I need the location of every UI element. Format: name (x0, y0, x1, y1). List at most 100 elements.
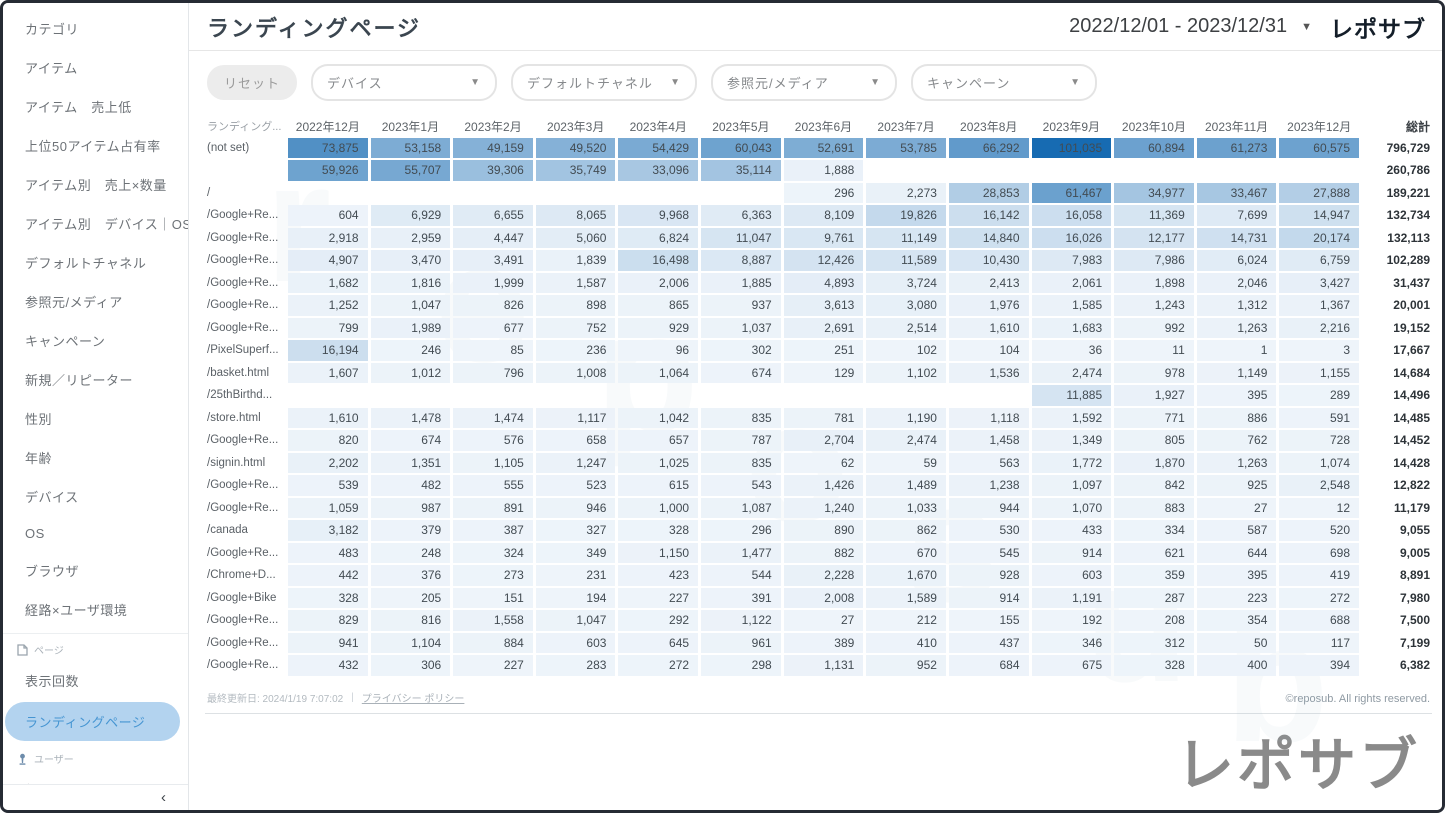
table-row: /Google+Re... 2,918 2,959 4,447 5,060 6,824 11… (205, 227, 1432, 248)
table-cell: 482 (370, 475, 451, 496)
sidebar-item[interactable]: 経路×ユーザ環境 (25, 603, 128, 618)
column-header-month[interactable]: 2023年5月 (712, 120, 770, 134)
table-row: /Google+Re... 483 248 324 349 1,150 1,477 882 67… (205, 542, 1432, 563)
table-cell: 3,491 (453, 250, 533, 271)
table-cell: 604 (288, 205, 368, 226)
table-cell: 3,613 (783, 295, 864, 316)
sidebar-collapse-button[interactable]: ‹ (3, 784, 188, 810)
column-header-month[interactable]: 2023年6月 (794, 120, 853, 134)
table-cell: 312 (1114, 632, 1194, 653)
sidebar-item[interactable]: アイテム別 売上×数量 (25, 178, 167, 193)
table-cell (701, 385, 781, 406)
row-label: /Google+Re... (207, 479, 279, 491)
table-cell: 8,109 (783, 205, 864, 226)
sidebar-nav-list: カテゴリアイテムアイテム 売上低上位50アイテム占有率 アイテム別 売上×数量アイ… (3, 3, 188, 784)
table-cell: 1,000 (618, 497, 699, 518)
sidebar-item[interactable]: 新規／リピーター (25, 373, 134, 388)
column-header-month[interactable]: 2023年1月 (381, 120, 440, 134)
table-cell: 944 (948, 497, 1029, 518)
sidebar-item[interactable]: OS (25, 526, 45, 541)
sidebar-item[interactable]: 年齢 (25, 451, 53, 466)
row-total: 14,485 (1393, 410, 1430, 425)
row-total: 260,786 (1386, 163, 1430, 177)
sidebar-item[interactable]: ブラウザ (25, 564, 80, 579)
sidebar-item[interactable]: アイテム別 デバイス｜OS... (25, 217, 188, 232)
table-cell: 379 (370, 520, 451, 541)
table-cell: 826 (453, 295, 533, 316)
filter-dropdown[interactable]: デフォルトチャネル ▼ (511, 64, 698, 101)
column-header-month[interactable]: 2023年10月 (1121, 120, 1186, 134)
table-cell: 117 (1279, 632, 1359, 653)
table-cell: 6,655 (453, 205, 533, 226)
table-cell: 389 (783, 632, 864, 653)
column-header-landing-page[interactable]: ランディング... (207, 121, 282, 133)
filter-dropdown[interactable]: デバイス ▼ (311, 64, 498, 101)
table-cell: 1,104 (370, 632, 451, 653)
table-cell: 530 (948, 520, 1029, 541)
column-header-month[interactable]: 2023年11月 (1204, 120, 1269, 134)
table-cell: 762 (1196, 430, 1277, 451)
table-cell (949, 160, 1029, 181)
privacy-policy-link[interactable]: プライバシー ポリシー (361, 693, 465, 705)
topbar-right: 2022/12/01 - 2023/12/31 ▼ レポサブ (1069, 10, 1426, 44)
table-cell: 1,247 (535, 452, 616, 473)
table-cell: 9,968 (618, 205, 699, 226)
table-cell: 36 (1031, 340, 1112, 361)
table-cell: 212 (866, 610, 946, 631)
column-header-month[interactable]: 2023年2月 (464, 120, 522, 134)
table-cell: 391 (701, 587, 781, 608)
table-cell: 39,306 (453, 160, 533, 181)
table-row: /Google+Re... 539 482 555 523 615 543 1,426 1,48… (205, 475, 1432, 496)
table-cell: 621 (1114, 542, 1194, 563)
table-cell: 28,853 (948, 182, 1029, 203)
filter-dropdown[interactable]: 参照元/メディア ▼ (711, 64, 898, 101)
brand-logo: レポサブ (1330, 15, 1426, 42)
column-header-month[interactable]: 2022年12月 (295, 120, 360, 134)
sidebar-item[interactable]: カテゴリ (25, 22, 80, 37)
sidebar-item[interactable]: キャンペーン (25, 334, 106, 349)
column-header-month[interactable]: 2023年3月 (546, 120, 605, 134)
table-cell: 49,159 (453, 137, 533, 158)
table-cell: 563 (948, 452, 1029, 473)
column-header-month[interactable]: 2023年8月 (960, 120, 1018, 134)
table-cell: 2,008 (783, 587, 864, 608)
sidebar-item-selected[interactable]: ランディングページ (5, 702, 180, 741)
sidebar-item[interactable]: 上位50アイテム占有率 (25, 139, 161, 154)
sidebar-item[interactable]: 参照元/メディア (25, 295, 123, 310)
table-cell: 33,096 (618, 160, 699, 181)
sidebar-item[interactable]: アイテム (25, 61, 78, 76)
column-header-month[interactable]: 2023年7月 (877, 120, 935, 134)
table-cell (371, 385, 451, 406)
sidebar-item[interactable]: 性別 (25, 412, 53, 427)
column-header-month[interactable]: 2023年9月 (1042, 120, 1101, 134)
filter-dropdown[interactable]: キャンペーン ▼ (911, 64, 1098, 101)
data-table: ランディング... 2022年12月 2023年1月 2023年2月 2023年3月 20… (205, 115, 1432, 676)
column-header-month[interactable]: 2023年4月 (629, 120, 687, 134)
filter-dropdown-label: キャンペーン (927, 76, 1011, 91)
table-cell: 4,893 (783, 272, 864, 293)
column-header-total[interactable]: 総計 (1405, 120, 1430, 134)
sidebar-item[interactable]: デフォルトチャネル (25, 256, 147, 271)
sidebar-item[interactable]: デバイス (25, 490, 79, 505)
table-cell: 35,749 (535, 160, 616, 181)
sidebar-section-label: ページ (34, 646, 64, 657)
sidebar-item[interactable]: アイテム 売上低 (25, 100, 132, 115)
table-cell: 423 (618, 565, 699, 586)
sidebar-section-header: ページ (3, 633, 188, 661)
row-total: 14,428 (1393, 455, 1430, 470)
table-cell: 1,885 (701, 272, 781, 293)
sidebar-item[interactable]: 表示回数 (25, 674, 80, 689)
table-cell: 2,006 (618, 272, 699, 293)
page-title: ランディングページ (207, 15, 422, 41)
table-cell: 1,989 (370, 317, 451, 338)
table-cell: 688 (1279, 610, 1359, 631)
reset-button[interactable]: リセット (207, 65, 298, 100)
table-cell: 3,724 (866, 272, 946, 293)
column-header-month[interactable]: 2023年12月 (1287, 120, 1352, 134)
sidebar-item[interactable]: 新規／リピーター (3, 770, 188, 784)
date-range-value: 2022/12/01 - 2023/12/31 (1069, 15, 1288, 37)
table-cell: 1,999 (453, 272, 533, 293)
table-cell: 1,592 (1031, 407, 1112, 428)
date-range-selector[interactable]: 2022/12/01 - 2023/12/31 ▼ (1069, 15, 1312, 38)
table-cell: 432 (288, 655, 368, 676)
